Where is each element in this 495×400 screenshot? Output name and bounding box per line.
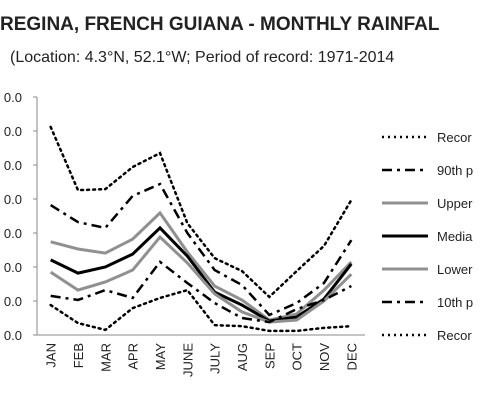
- legend-label: Upper: [437, 196, 473, 211]
- x-tick-label: APR: [126, 343, 141, 370]
- legend-label: Lower: [437, 262, 473, 277]
- legend-label: 90th p: [437, 163, 473, 178]
- x-tick-label: JULY: [208, 343, 223, 374]
- legend-label: Recor: [437, 130, 472, 145]
- y-tick-label: 0.0: [4, 260, 22, 275]
- series-line: [50, 210, 353, 322]
- series-line: [50, 225, 353, 323]
- x-tick-label: MAY: [153, 343, 168, 371]
- y-tick-label: 0.0: [4, 90, 22, 105]
- x-tick-label: AUG: [235, 343, 250, 371]
- legend-label: Media: [437, 229, 473, 244]
- x-tick-label: OCT: [290, 343, 305, 371]
- y-tick-label: 0.0: [4, 192, 22, 207]
- x-tick-label: JAN: [44, 343, 59, 368]
- y-tick-label: 0.0: [4, 124, 22, 139]
- y-tick-label: 0.0: [4, 328, 22, 343]
- legend-label: Recor: [437, 328, 472, 343]
- series-line: [49, 125, 353, 299]
- x-tick-label: MAR: [98, 343, 113, 372]
- series-line: [50, 260, 352, 324]
- x-tick-label: SEP: [262, 343, 277, 369]
- series-line: [50, 182, 353, 317]
- x-tick-label: FEB: [71, 343, 86, 368]
- x-tick-label: NOV: [317, 343, 332, 372]
- x-tick-label: DEC: [344, 343, 359, 370]
- y-tick-label: 0.0: [4, 226, 22, 241]
- series-line: [49, 288, 353, 333]
- legend-label: 10th p: [437, 295, 473, 310]
- x-tick-label: JUNE: [180, 343, 195, 377]
- chart-subtitle: (Location: 4.3°N, 52.1°W; Period of reco…: [10, 49, 394, 66]
- y-tick-label: 0.0: [4, 294, 22, 309]
- y-tick-label: 0.0: [4, 158, 22, 173]
- chart-title: REGINA, FRENCH GUIANA - MONTHLY RAINFAL: [0, 14, 440, 35]
- series-line: [49, 234, 353, 324]
